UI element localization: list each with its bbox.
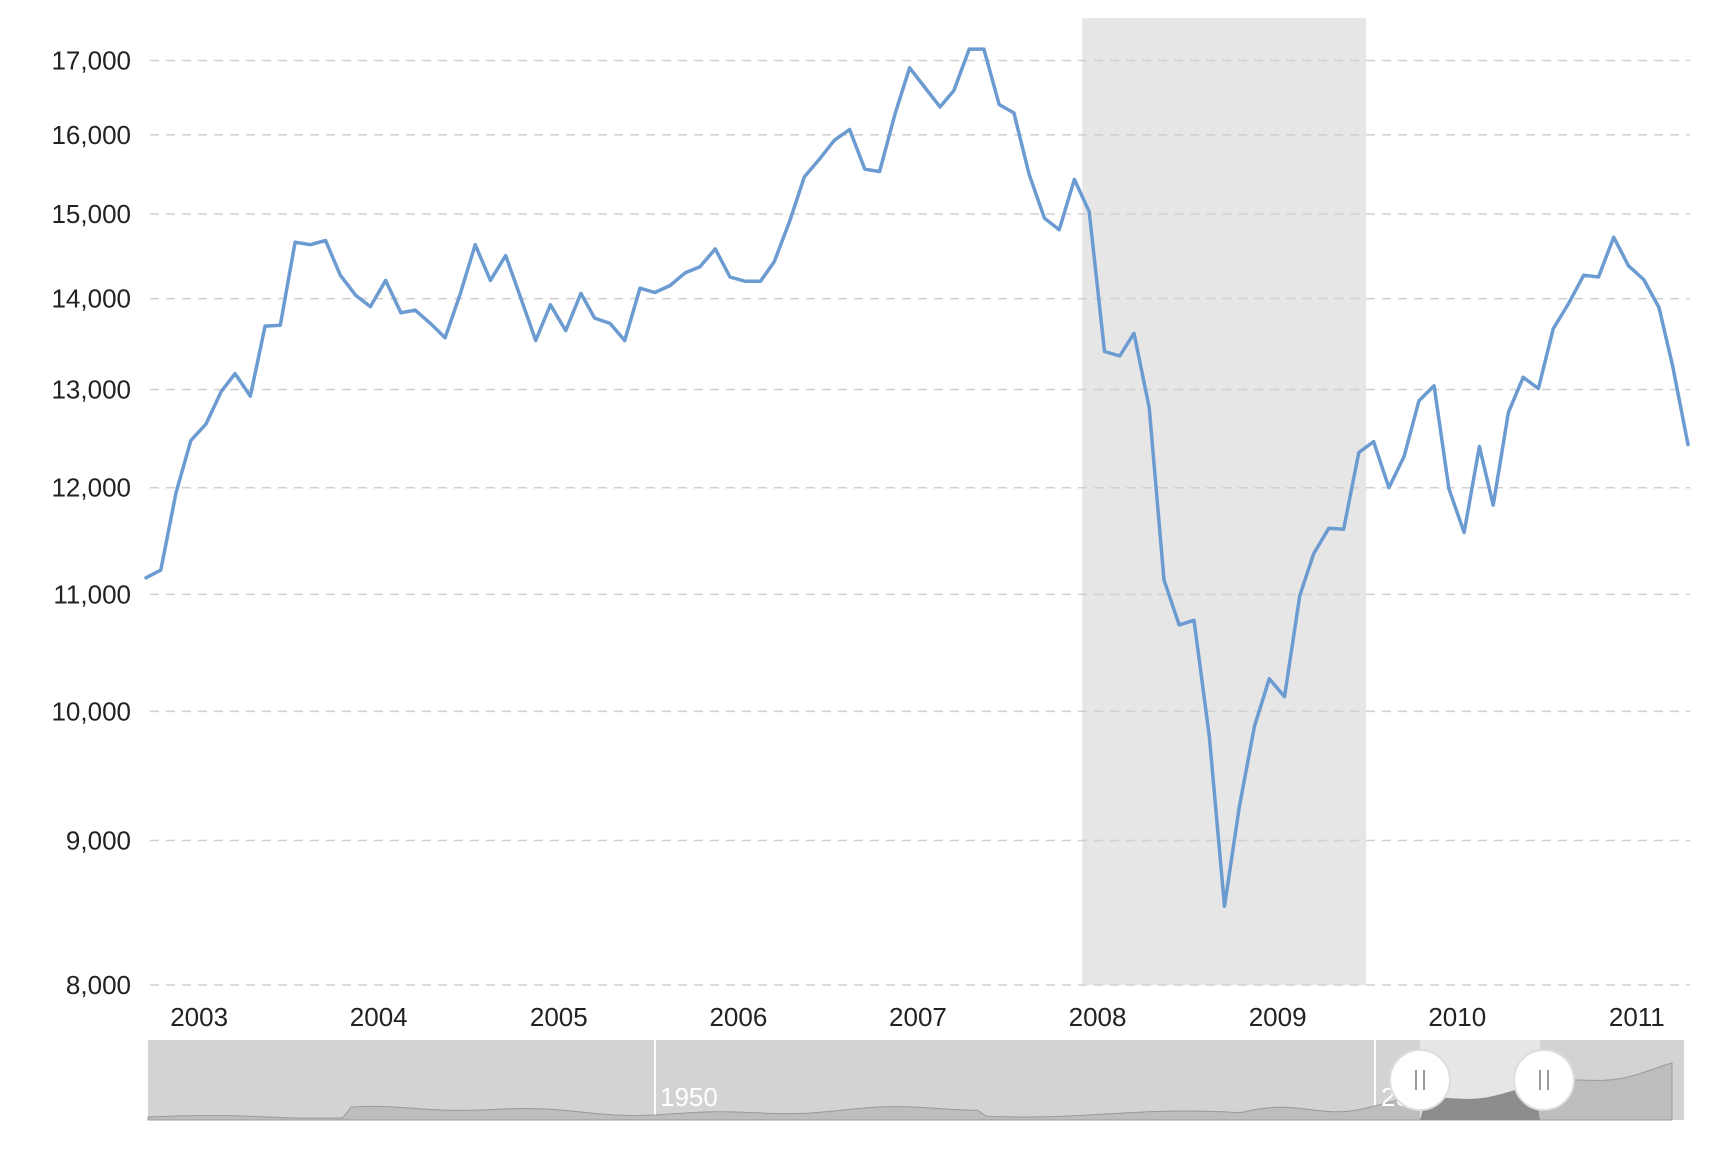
y-tick-label: 16,000	[51, 120, 131, 150]
x-tick-label: 2007	[889, 1002, 947, 1032]
gridlines	[150, 59, 1690, 986]
recession-shading	[1082, 18, 1367, 985]
navigator-label-1950: 1950	[660, 1082, 718, 1112]
series-line	[144, 47, 1690, 909]
navigator-selected-area	[1420, 1083, 1540, 1120]
x-axis-tick-labels: 2003 2004 2005 2006 2007 2008 2009 2010 2011	[170, 1002, 1665, 1032]
navigator-right-handle[interactable]	[1513, 1049, 1575, 1111]
x-tick-label: 2006	[709, 1002, 767, 1032]
y-tick-label: 8,000	[66, 970, 131, 1000]
x-tick-label: 2005	[530, 1002, 588, 1032]
x-tick-label: 2004	[350, 1002, 408, 1032]
y-tick-label: 15,000	[51, 199, 131, 229]
y-tick-label: 12,000	[51, 473, 131, 503]
y-tick-label: 14,000	[51, 284, 131, 314]
y-tick-label: 17,000	[51, 46, 131, 76]
y-axis-tick-labels: 8,000 9,000 10,000 11,000 12,000 13,000 14,000…	[51, 46, 131, 1000]
x-tick-label: 2010	[1428, 1002, 1486, 1032]
navigator-left-handle[interactable]	[1389, 1049, 1451, 1111]
x-tick-label: 2003	[170, 1002, 228, 1032]
y-tick-label: 13,000	[51, 375, 131, 405]
y-tick-label: 9,000	[66, 826, 131, 856]
y-tick-label: 10,000	[51, 696, 131, 726]
x-tick-label: 2011	[1609, 1002, 1665, 1032]
y-tick-label: 11,000	[53, 579, 131, 609]
range-navigator[interactable]: 1950 2000	[147, 1040, 1684, 1121]
series-layer	[144, 47, 1690, 909]
x-tick-label: 2008	[1069, 1002, 1127, 1032]
recession-band-layer	[1082, 18, 1367, 985]
x-tick-label: 2009	[1249, 1002, 1307, 1032]
